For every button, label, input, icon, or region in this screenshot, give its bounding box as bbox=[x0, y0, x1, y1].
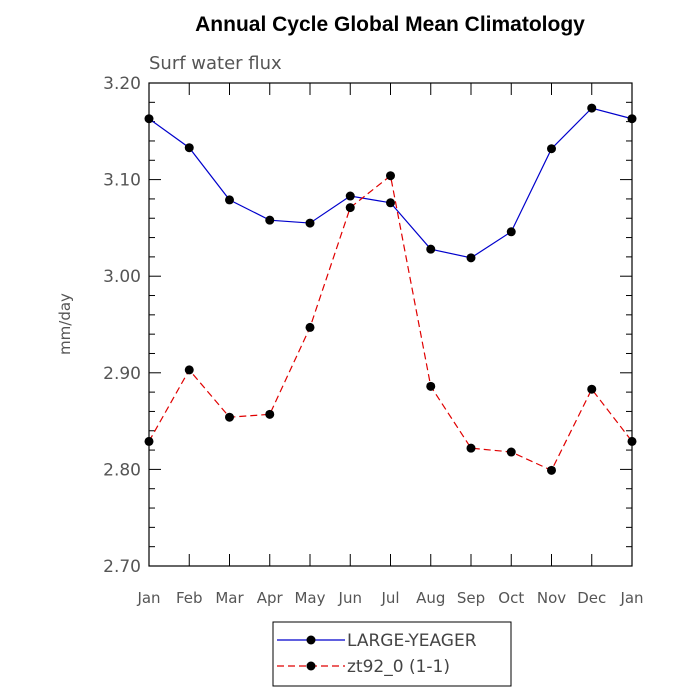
legend-label-0: LARGE-YEAGER bbox=[347, 631, 477, 651]
y-tick-label: 3.20 bbox=[103, 74, 141, 94]
x-tick-label: Sep bbox=[457, 589, 485, 607]
legend-box bbox=[272, 621, 512, 687]
data-point bbox=[627, 436, 637, 446]
data-point bbox=[466, 253, 476, 263]
x-tick-label: Jun bbox=[338, 589, 362, 607]
data-point bbox=[506, 227, 516, 237]
x-tick-label: Jul bbox=[380, 589, 399, 607]
legend-marker bbox=[306, 661, 316, 671]
x-tick-label: Feb bbox=[176, 589, 203, 607]
y-tick-labels: 3.20 3.10 3.00 2.90 2.80 2.70 bbox=[103, 74, 141, 577]
legend-marker bbox=[306, 635, 316, 645]
series-line-0 bbox=[148, 107, 633, 259]
y-tick-label: 2.80 bbox=[103, 460, 141, 480]
data-point bbox=[225, 412, 234, 422]
data-point bbox=[265, 409, 275, 419]
data-point bbox=[184, 143, 194, 153]
plot-frame bbox=[148, 82, 633, 567]
data-point bbox=[305, 218, 315, 228]
data-point bbox=[426, 244, 436, 254]
x-tick-label: Apr bbox=[257, 589, 284, 607]
data-point bbox=[386, 171, 395, 181]
data-point bbox=[265, 215, 275, 225]
data-point bbox=[466, 443, 476, 453]
legend: LARGE-YEAGER zt92_0 (1-1) bbox=[272, 621, 512, 687]
x-tick-label: Aug bbox=[416, 589, 445, 607]
x-tick-label: May bbox=[294, 589, 325, 607]
x-tick-label: Jan bbox=[136, 589, 160, 607]
data-point bbox=[587, 384, 597, 394]
x-tick-labels: Jan Feb Mar Apr May Jun Jul Aug Sep Oct Nov Dec Jan bbox=[136, 589, 643, 607]
y-tick-label: 3.10 bbox=[103, 171, 141, 191]
chart-title: Annual Cycle Global Mean Climatology bbox=[195, 13, 585, 36]
axis-ticks bbox=[148, 82, 633, 567]
y-tick-label: 2.70 bbox=[103, 557, 141, 577]
data-point bbox=[144, 436, 154, 446]
series-layer bbox=[144, 103, 637, 475]
data-point bbox=[506, 447, 516, 457]
data-point bbox=[345, 191, 355, 201]
y-tick-label: 2.90 bbox=[103, 364, 141, 384]
data-point bbox=[426, 381, 436, 391]
x-tick-label: Oct bbox=[498, 589, 524, 607]
data-point bbox=[547, 465, 556, 475]
y-tick-label: 3.00 bbox=[103, 267, 141, 287]
series-line-1 bbox=[148, 174, 633, 472]
legend-label-1: zt92_0 (1-1) bbox=[347, 657, 450, 677]
data-point bbox=[587, 103, 597, 113]
data-point bbox=[547, 144, 556, 154]
data-point bbox=[627, 114, 637, 124]
y-axis-label: mm/day bbox=[56, 293, 74, 355]
x-tick-label: Dec bbox=[577, 589, 606, 607]
data-point bbox=[386, 198, 395, 208]
data-point bbox=[144, 114, 154, 124]
data-point bbox=[225, 195, 234, 205]
data-point bbox=[184, 365, 194, 375]
data-point bbox=[345, 203, 355, 213]
x-tick-label: Mar bbox=[215, 589, 244, 607]
x-tick-label: Jan bbox=[619, 589, 643, 607]
chart-subtitle: Surf water flux bbox=[149, 53, 282, 74]
x-tick-label: Nov bbox=[537, 589, 566, 607]
data-point bbox=[305, 322, 315, 332]
